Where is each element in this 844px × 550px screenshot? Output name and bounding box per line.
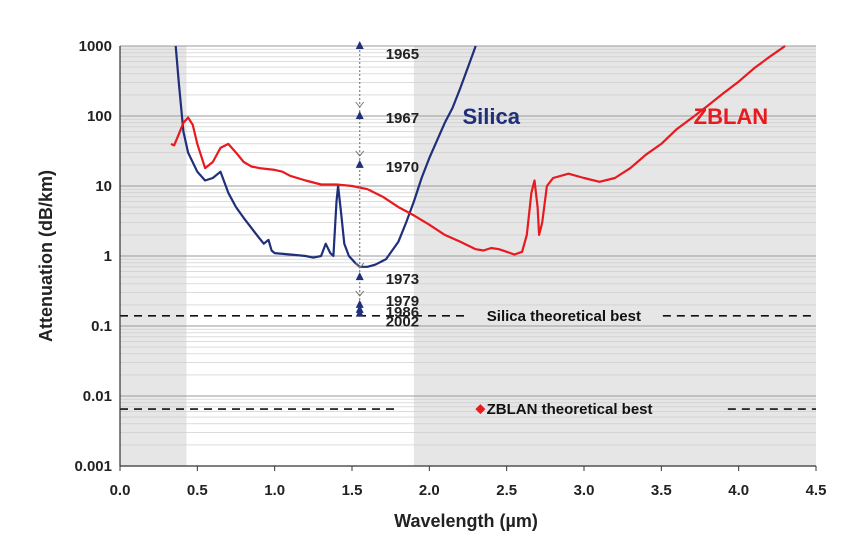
- milestone-arrowhead: [355, 262, 365, 269]
- milestone-arrowhead: [355, 290, 365, 297]
- milestone-year-label: 1967: [386, 110, 419, 127]
- labels-layer: Silica theoretical best ZBLAN theoretical…: [386, 46, 768, 418]
- x-tick-label: 4.0: [728, 482, 749, 499]
- y-tick-label: 1000: [79, 38, 112, 55]
- grid-layer: [120, 45, 816, 467]
- y-tick-label: 0.1: [91, 318, 112, 335]
- milestone-year-label: 1973: [386, 271, 419, 288]
- milestone-marker: [355, 308, 364, 317]
- y-axis-title: Attenuation (dB/km): [36, 170, 56, 342]
- milestone-year-label: 1965: [386, 46, 419, 63]
- milestone-year-label: 2002: [386, 314, 419, 331]
- series-label-zblan: ZBLAN: [694, 104, 769, 129]
- milestone-marker: [355, 299, 364, 308]
- series-label-silica: Silica: [462, 104, 520, 129]
- reference-line-label: Silica theoretical best: [487, 308, 641, 325]
- x-axis-title: Wavelength (µm): [394, 511, 538, 531]
- series-layer: [170, 45, 786, 268]
- y-tick-label: 1: [104, 248, 112, 265]
- milestone-marker: [355, 41, 364, 49]
- milestone-marker: [355, 272, 364, 281]
- x-tick-label: 0.0: [110, 482, 131, 499]
- milestone-marker: [355, 111, 364, 119]
- x-tick-label: 0.5: [187, 482, 208, 499]
- reference-line-label: ZBLAN theoretical best: [487, 401, 653, 418]
- series-line-zblan: [170, 45, 786, 256]
- milestone-arrowhead: [355, 101, 365, 108]
- x-tick-label: 2.5: [496, 482, 517, 499]
- milestone-year-label: 1986: [386, 304, 419, 321]
- axes-layer: 0.001 0.01 0.1 1 10 100 1000 0.0 0.5 1.0 1.5 2.0 2.5…: [74, 38, 826, 499]
- reference-lines-layer: [120, 314, 816, 410]
- milestone-year-label: 1970: [386, 159, 419, 176]
- x-tick-label: 1.5: [342, 482, 363, 499]
- milestone-marker: [355, 159, 364, 168]
- milestones-layer: [355, 41, 365, 317]
- x-tick-label: 1.0: [264, 482, 285, 499]
- x-tick-label: 3.0: [574, 482, 595, 499]
- y-tick-label: 10: [95, 178, 112, 195]
- zblan-best-marker: [475, 404, 486, 415]
- milestone-arrowhead: [355, 150, 365, 157]
- x-tick-label: 2.0: [419, 482, 440, 499]
- series-line-silica: [174, 45, 477, 268]
- x-tick-label: 4.5: [806, 482, 827, 499]
- milestone-year-label: 1979: [386, 293, 419, 310]
- y-tick-label: 0.01: [83, 388, 112, 405]
- x-tick-label: 3.5: [651, 482, 672, 499]
- y-tick-label: 0.001: [74, 458, 112, 475]
- y-tick-label: 100: [87, 108, 112, 125]
